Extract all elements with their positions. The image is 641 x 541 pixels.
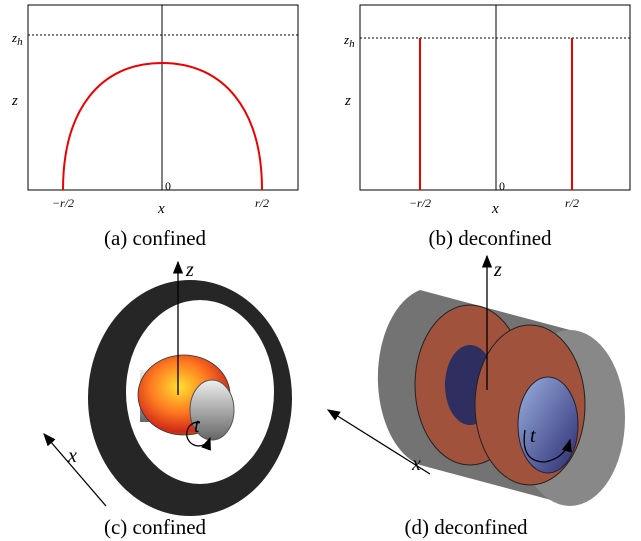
panel-a: zh z 0 x −r/2 r/2 (a) confined <box>11 5 298 250</box>
z-label: z <box>344 93 351 109</box>
z-label: z <box>185 259 194 281</box>
z-label: z <box>493 259 502 281</box>
caption: (d) deconfined <box>404 515 528 539</box>
left-label: −r/2 <box>409 196 431 210</box>
panel-d: z x t (d) deconfined <box>328 256 625 539</box>
zh-label: zh <box>343 32 355 50</box>
zh-sub: h <box>17 36 23 48</box>
plot-frame <box>360 5 630 190</box>
caption: (b) deconfined <box>428 226 552 250</box>
caption: (a) confined <box>104 226 207 250</box>
x-label: x <box>157 201 165 217</box>
right-label: r/2 <box>255 196 269 210</box>
t-label: t <box>530 425 536 447</box>
origin-label: 0 <box>165 179 171 193</box>
plot-frame <box>28 5 298 190</box>
inner-cylinder <box>518 377 578 473</box>
left-label: −r/2 <box>52 196 74 210</box>
x-label: x <box>491 201 499 217</box>
zh-label: zh <box>11 30 23 48</box>
zh-sub: h <box>349 38 355 50</box>
panel-b: zh z 0 x −r/2 r/2 (b) deconfined <box>343 5 630 250</box>
origin-label: 0 <box>499 179 505 193</box>
panel-c: z x t (c) confined <box>44 259 292 539</box>
t-label: t <box>194 415 200 437</box>
x-label: x <box>67 445 77 467</box>
caption: (c) confined <box>104 515 207 539</box>
z-label: z <box>11 93 18 109</box>
right-label: r/2 <box>565 196 579 210</box>
figure: zh z 0 x −r/2 r/2 (a) confined zh z 0 x … <box>0 0 641 541</box>
x-label: x <box>411 453 421 475</box>
